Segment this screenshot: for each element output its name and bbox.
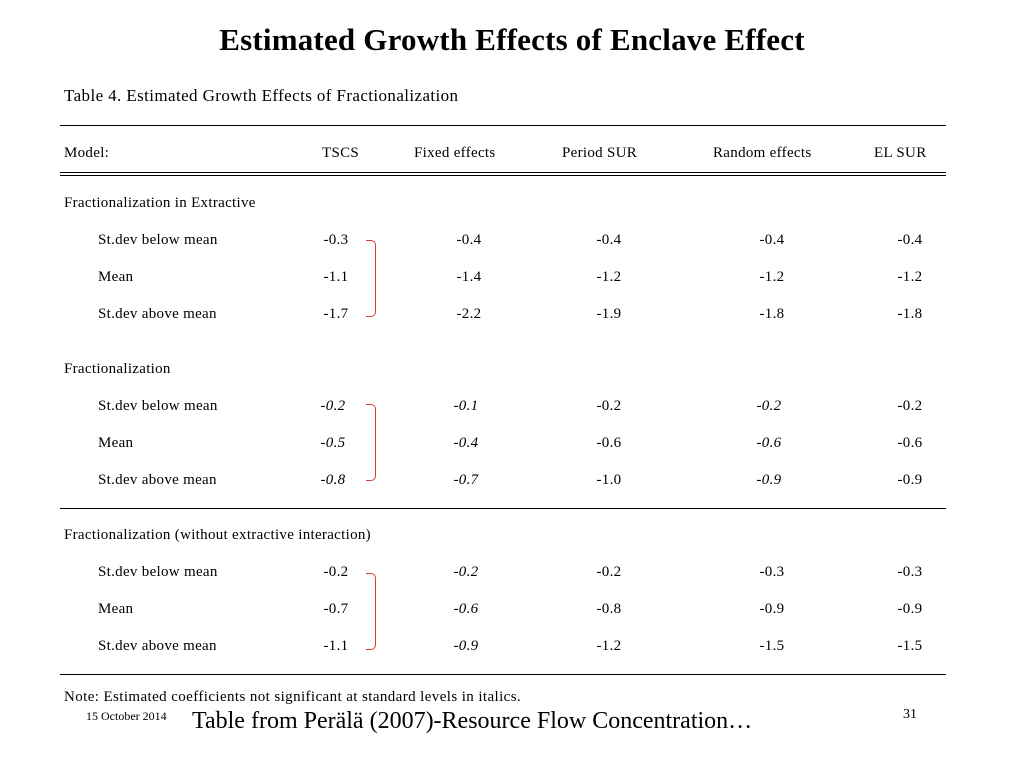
column-header-tscs: TSCS xyxy=(322,145,360,161)
footer-date: 15 October 2014 xyxy=(86,709,167,723)
row-label: Mean xyxy=(98,435,134,451)
table-cell: -0.4 xyxy=(759,232,785,248)
section-title-extractive: Fractionalization in Extractive xyxy=(64,195,256,211)
table-cell: -0.2 xyxy=(756,398,782,414)
table-cell: -0.4 xyxy=(456,232,482,248)
section-title-fractionalization: Fractionalization xyxy=(64,361,171,377)
column-header-random-effects: Random effects xyxy=(713,145,812,161)
section-title-without-extractive: Fractionalization (without extractive in… xyxy=(64,527,371,543)
table-cell: -1.1 xyxy=(323,638,349,654)
table-cell: -1.9 xyxy=(596,306,622,322)
table-cell: -0.4 xyxy=(453,435,479,451)
table-cell: -1.5 xyxy=(897,638,923,654)
table-cell: -0.9 xyxy=(453,638,479,654)
table-cell: -0.8 xyxy=(596,601,622,617)
table-cell: -0.7 xyxy=(323,601,349,617)
slide-title: Estimated Growth Effects of Enclave Effe… xyxy=(219,22,805,57)
column-header-el-sur: EL SUR xyxy=(874,145,927,161)
table-cell: -0.9 xyxy=(897,601,923,617)
section-divider-rule xyxy=(60,508,946,509)
table-cell: -1.8 xyxy=(897,306,923,322)
page-number: 31 xyxy=(903,707,917,722)
table-cell: -0.6 xyxy=(453,601,479,617)
table-cell: -1.2 xyxy=(596,638,622,654)
table-cell: -1.2 xyxy=(596,269,622,285)
footer-source: Table from Perälä (2007)-Resource Flow C… xyxy=(192,708,753,734)
row-label: St.dev below mean xyxy=(98,232,218,248)
table-cell: -0.5 xyxy=(320,435,346,451)
table-cell: -0.2 xyxy=(453,564,479,580)
table-cell: -1.8 xyxy=(759,306,785,322)
row-label: St.dev above mean xyxy=(98,638,217,654)
table-cell: -0.2 xyxy=(596,564,622,580)
table-cell: -1.5 xyxy=(759,638,785,654)
table-cell: -0.2 xyxy=(323,564,349,580)
table-cell: -1.4 xyxy=(456,269,482,285)
table-caption: Table 4. Estimated Growth Effects of Fra… xyxy=(64,86,459,105)
tscs-bracket-marker xyxy=(366,404,376,481)
tscs-bracket-marker xyxy=(366,240,376,317)
table-cell: -1.2 xyxy=(897,269,923,285)
table-top-rule xyxy=(60,125,946,126)
table-cell: -1.1 xyxy=(323,269,349,285)
table-note: Note: Estimated coefficients not signifi… xyxy=(64,689,522,705)
table-cell: -1.7 xyxy=(323,306,349,322)
table-cell: -0.7 xyxy=(453,472,479,488)
table-cell: -0.2 xyxy=(320,398,346,414)
header-double-rule xyxy=(60,172,946,176)
column-header-fixed-effects: Fixed effects xyxy=(414,145,496,161)
table-cell: -0.2 xyxy=(897,398,923,414)
table-cell: -0.3 xyxy=(759,564,785,580)
table-cell: -0.6 xyxy=(897,435,923,451)
table-cell: -0.9 xyxy=(897,472,923,488)
model-label: Model: xyxy=(64,145,110,161)
table-cell: -0.6 xyxy=(596,435,622,451)
row-label: St.dev above mean xyxy=(98,472,217,488)
table-cell: -0.1 xyxy=(453,398,479,414)
row-label: St.dev above mean xyxy=(98,306,217,322)
table-cell: -0.9 xyxy=(759,601,785,617)
row-label: St.dev below mean xyxy=(98,564,218,580)
table-cell: -1.2 xyxy=(759,269,785,285)
table-cell: -0.3 xyxy=(897,564,923,580)
table-cell: -1.0 xyxy=(596,472,622,488)
table-cell: -2.2 xyxy=(456,306,482,322)
table-cell: -0.4 xyxy=(897,232,923,248)
table-cell: -0.6 xyxy=(756,435,782,451)
table-cell: -0.8 xyxy=(320,472,346,488)
table-cell: -0.9 xyxy=(756,472,782,488)
row-label: Mean xyxy=(98,601,134,617)
table-cell: -0.3 xyxy=(323,232,349,248)
row-label: Mean xyxy=(98,269,134,285)
table-bottom-rule xyxy=(60,674,946,675)
column-header-period-sur: Period SUR xyxy=(562,145,638,161)
tscs-bracket-marker xyxy=(366,573,376,650)
table-cell: -0.4 xyxy=(596,232,622,248)
row-label: St.dev below mean xyxy=(98,398,218,414)
table-cell: -0.2 xyxy=(596,398,622,414)
